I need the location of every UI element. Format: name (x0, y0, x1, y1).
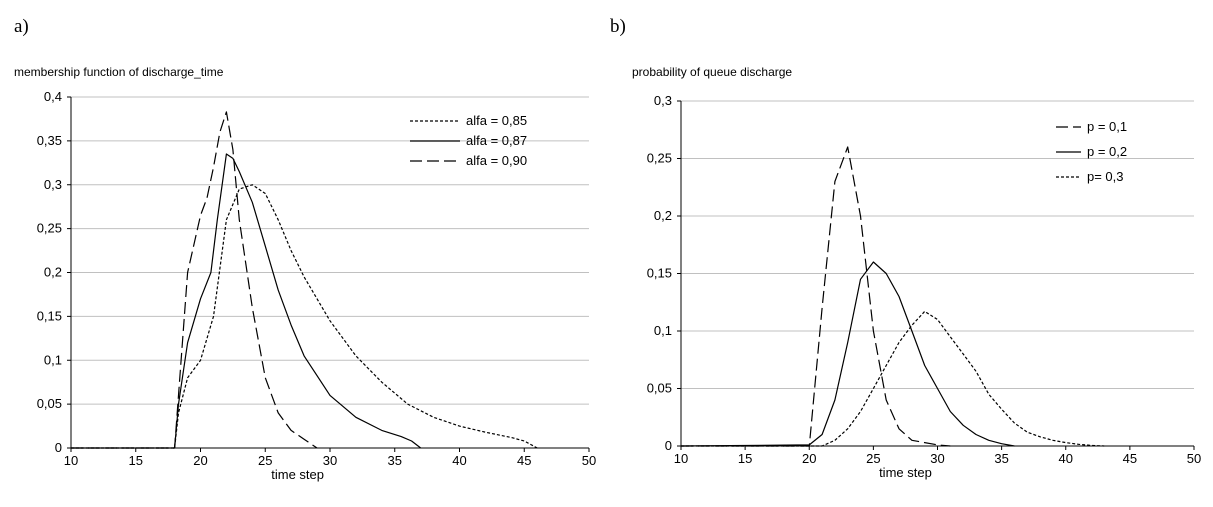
chart-title-b: probability of queue discharge (632, 65, 793, 79)
y-tick-label: 0,25 (647, 151, 672, 166)
legend-label: alfa = 0,85 (466, 113, 527, 128)
x-tick-label: 50 (1187, 451, 1201, 466)
x-tick-label: 20 (193, 453, 207, 468)
y-tick-label: 0,3 (44, 177, 62, 192)
y-tick-label: 0 (665, 438, 672, 453)
series-line (681, 310, 1105, 447)
series-line (71, 153, 422, 449)
series-line (71, 111, 318, 449)
y-tick-label: 0,3 (654, 93, 672, 108)
series-line (680, 261, 1015, 447)
x-tick-label: 40 (1059, 451, 1073, 466)
x-tick-label: 35 (388, 453, 402, 468)
legend-label: p= 0,3 (1087, 169, 1124, 184)
chart-panel-b: b) probability of queue discharge 0 0,05 0… (606, 0, 1213, 507)
legend-label: p = 0,2 (1087, 144, 1127, 159)
y-tick-label: 0,4 (44, 89, 62, 104)
legend-label: alfa = 0,87 (466, 133, 527, 148)
x-tick-label: 25 (258, 453, 272, 468)
y-tick-label: 0,05 (647, 381, 672, 396)
x-tick-label: 30 (323, 453, 337, 468)
chart-title-a: membership function of discharge_time (14, 65, 224, 79)
y-tick-label: 0,1 (654, 323, 672, 338)
x-tick-label: 10 (674, 451, 688, 466)
y-tick-label: 0,15 (37, 308, 62, 323)
y-tick-label: 0 (55, 440, 62, 455)
line-chart-a: 0 0,05 0,1 0,15 0,2 0,25 0,3 0,35 0,4 10 15 20 25 30 3… (37, 89, 597, 482)
legend-label: alfa = 0,90 (466, 153, 527, 168)
y-tick-label: 0,35 (37, 133, 62, 148)
y-tick-label: 0,15 (647, 266, 672, 281)
panel-label-a: a) (14, 16, 29, 37)
x-tick-label: 15 (738, 451, 752, 466)
x-axis-label: time step (271, 467, 324, 482)
x-tick-label: 30 (930, 451, 944, 466)
y-tick-label: 0,1 (44, 352, 62, 367)
y-tick-label: 0,05 (37, 396, 62, 411)
x-tick-label: 25 (866, 451, 880, 466)
legend-label: p = 0,1 (1087, 119, 1127, 134)
x-axis-label: time step (879, 465, 932, 480)
chart-panel-a: a) membership function of discharge_time… (0, 0, 606, 507)
x-tick-label: 45 (1123, 451, 1137, 466)
x-tick-label: 20 (802, 451, 816, 466)
x-tick-label: 50 (582, 453, 596, 468)
line-chart-b: 0 0,05 0,1 0,15 0,2 0,25 0,3 10 15 20 25 30 35 40 45 50… (647, 93, 1202, 480)
x-tick-label: 15 (129, 453, 143, 468)
y-tick-label: 0,2 (44, 265, 62, 280)
panel-label-b: b) (610, 16, 626, 37)
series-line (681, 146, 951, 447)
x-tick-label: 40 (452, 453, 466, 468)
x-tick-label: 10 (64, 453, 78, 468)
y-tick-label: 0,2 (654, 208, 672, 223)
y-tick-label: 0,25 (37, 221, 62, 236)
x-tick-label: 35 (994, 451, 1008, 466)
x-tick-label: 45 (517, 453, 531, 468)
series-line (71, 184, 538, 449)
